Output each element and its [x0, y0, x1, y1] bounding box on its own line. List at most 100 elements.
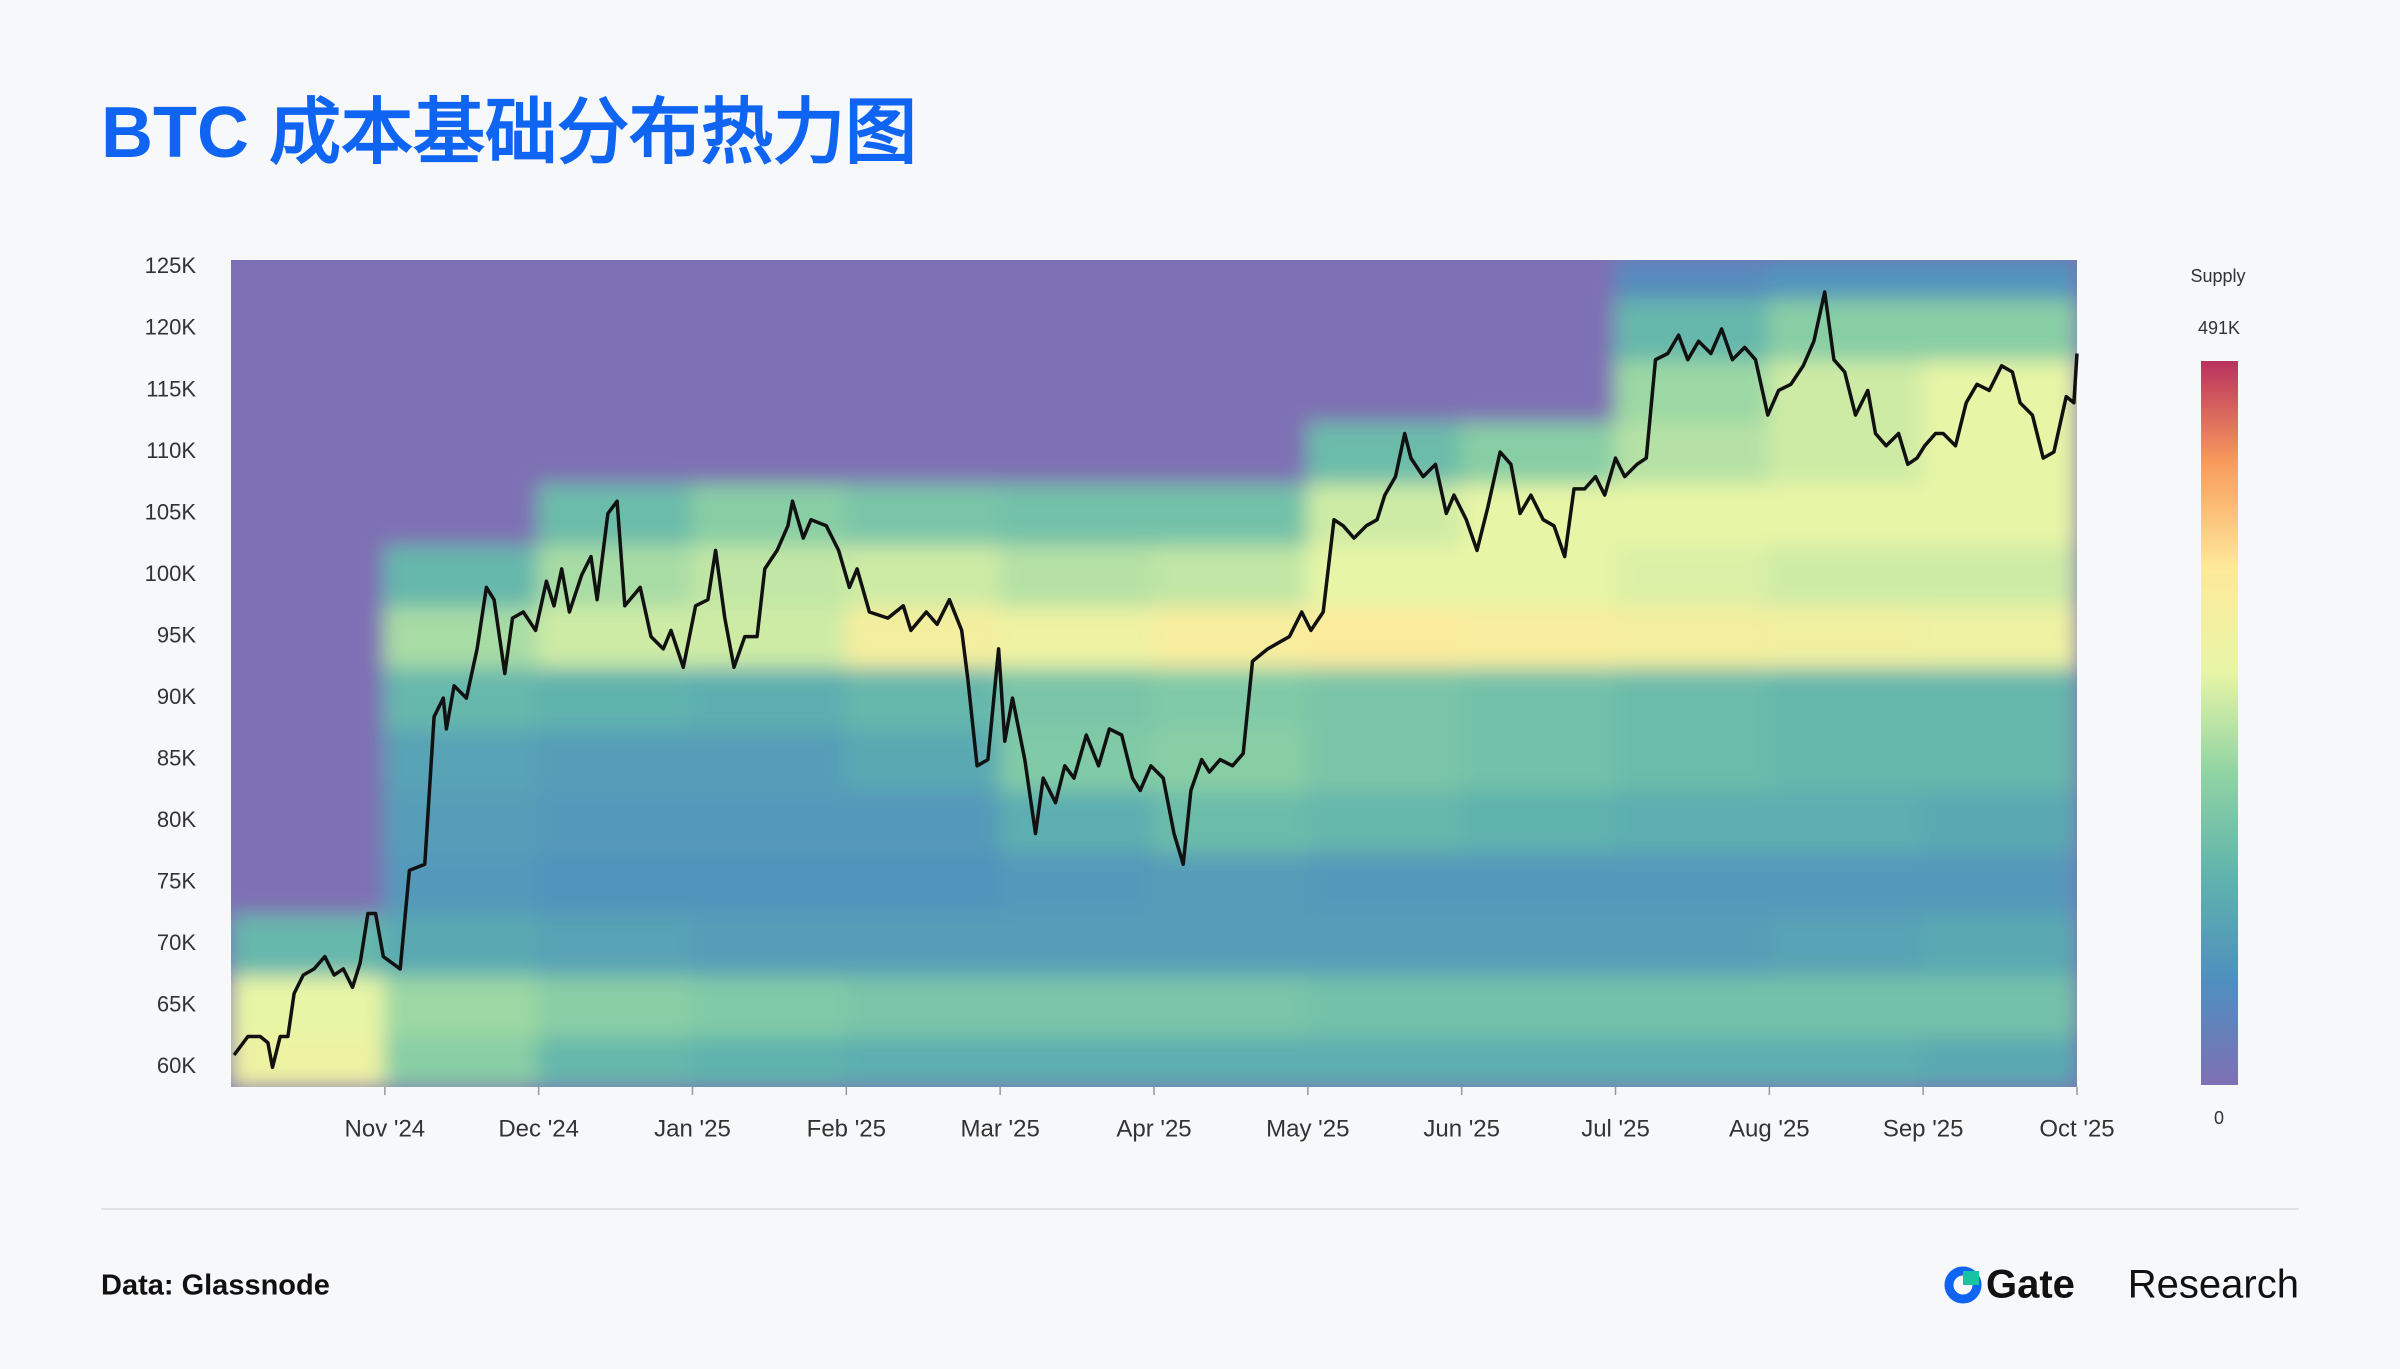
heatmap-cell: [691, 974, 848, 1038]
heatmap-cell: [1614, 260, 1771, 300]
y-tick-label: 85K: [157, 745, 196, 770]
x-tick-label: Jun '25: [1423, 1115, 1500, 1142]
brand-logo: Gate Research: [1944, 1263, 2299, 1307]
heatmap-cell: [1922, 1035, 2077, 1087]
heatmap-cell: [845, 481, 1002, 546]
heatmap-cell: [1922, 666, 2077, 730]
x-tick-label: May '25: [1266, 1115, 1349, 1142]
heatmap-cell: [231, 481, 386, 546]
heatmap-cell: [1922, 260, 2077, 300]
heatmap-cell: [1153, 850, 1309, 915]
heatmap-cell: [999, 789, 1155, 853]
heatmap-cell: [231, 666, 386, 730]
heatmap-cell: [1153, 912, 1309, 977]
heatmap-cell: [1306, 543, 1463, 607]
heatmap-cell: [845, 1035, 1002, 1087]
brand-name: Gate: [1986, 1263, 2075, 1307]
heatmap-cell: [383, 604, 540, 669]
x-tick-label: Aug '25: [1729, 1115, 1810, 1142]
heatmap-cell: [1922, 543, 2077, 607]
heatmap-cell: [691, 420, 848, 484]
heatmap-cell: [537, 1035, 694, 1087]
heatmap-cell: [1306, 727, 1463, 792]
heatmap-cell: [1614, 420, 1771, 484]
heatmap-cell: [999, 297, 1155, 361]
heatmap-cell: [1460, 666, 1617, 730]
heatmap-cell: [1922, 297, 2077, 361]
heatmap-cell: [1306, 850, 1463, 915]
heatmap-cell: [999, 260, 1155, 300]
heatmap-cell: [1153, 358, 1309, 423]
heatmap-cell: [845, 260, 1002, 300]
heatmap-cell: [845, 358, 1002, 423]
heatmap-cell: [999, 974, 1155, 1038]
heatmap-cell: [231, 358, 386, 423]
heatmap-cell: [383, 358, 540, 423]
heatmap-cell: [845, 912, 1002, 977]
heatmap-cell: [999, 358, 1155, 423]
heatmap-cell: [1153, 543, 1309, 607]
heatmap-cell: [1768, 1035, 1925, 1087]
heatmap-cell: [1306, 481, 1463, 546]
heatmap-cell: [845, 666, 1002, 730]
heatmap-cell: [691, 481, 848, 546]
heatmap-cell: [1306, 358, 1463, 423]
heatmap-cell: [999, 850, 1155, 915]
source-note: Data: Glassnode: [101, 1270, 330, 1302]
heatmap-cell: [1922, 727, 2077, 792]
x-tick-label: Apr '25: [1116, 1115, 1191, 1142]
x-tick-label: Feb '25: [807, 1115, 886, 1142]
heatmap-cell: [231, 850, 386, 915]
heatmap-cell: [1922, 481, 2077, 546]
heatmap-cell: [1153, 789, 1309, 853]
heatmap-cell: [1922, 912, 2077, 977]
heatmap-cell: [691, 912, 848, 977]
heatmap-cell: [1768, 666, 1925, 730]
heatmap-cell: [383, 912, 540, 977]
heatmap-cell: [999, 604, 1155, 669]
heatmap-cell: [1460, 604, 1617, 669]
heatmap-cell: [999, 481, 1155, 546]
colorbar-tick-label: 491K: [2198, 318, 2240, 338]
heatmap-cell: [1153, 666, 1309, 730]
heatmap-cell: [537, 727, 694, 792]
heatmap-cell: [537, 666, 694, 730]
heatmap-cell: [1922, 974, 2077, 1038]
heatmap-cell: [1768, 912, 1925, 977]
heatmap-cell: [999, 1035, 1155, 1087]
heatmap-cell: [537, 297, 694, 361]
heatmap-cell: [1768, 543, 1925, 607]
heatmap-cell: [383, 420, 540, 484]
heatmap-cell: [1614, 727, 1771, 792]
heatmap-cell: [1306, 974, 1463, 1038]
heatmap-cell: [1460, 297, 1617, 361]
heatmap-cell: [691, 727, 848, 792]
y-tick-label: 110K: [146, 438, 196, 463]
y-tick-label: 120K: [145, 315, 197, 340]
heatmap-cell: [1460, 789, 1617, 853]
heatmap-cell: [231, 297, 386, 361]
heatmap-cell: [1153, 604, 1309, 669]
heatmap-cell: [1768, 420, 1925, 484]
heatmap-cell: [1460, 543, 1617, 607]
heatmap-cell: [691, 358, 848, 423]
y-tick-label: 105K: [145, 499, 197, 524]
heatmap-cell: [691, 1035, 848, 1087]
y-tick-label: 95K: [157, 622, 196, 647]
y-tick-label: 75K: [157, 869, 196, 894]
heatmap-cell: [383, 481, 540, 546]
heatmap-cell: [1306, 1035, 1463, 1087]
heatmap-cell: [1460, 850, 1617, 915]
y-tick-label: 65K: [157, 992, 196, 1017]
heatmap-cell: [231, 1035, 386, 1087]
heatmap-cell: [383, 297, 540, 361]
heatmap-cell: [231, 604, 386, 669]
heatmap-cell: [231, 543, 386, 607]
heatmap-cell: [1306, 260, 1463, 300]
heatmap-cell: [845, 420, 1002, 484]
heatmap-cell: [691, 850, 848, 915]
heatmap-cell: [383, 727, 540, 792]
heatmap-cell: [1614, 974, 1771, 1038]
